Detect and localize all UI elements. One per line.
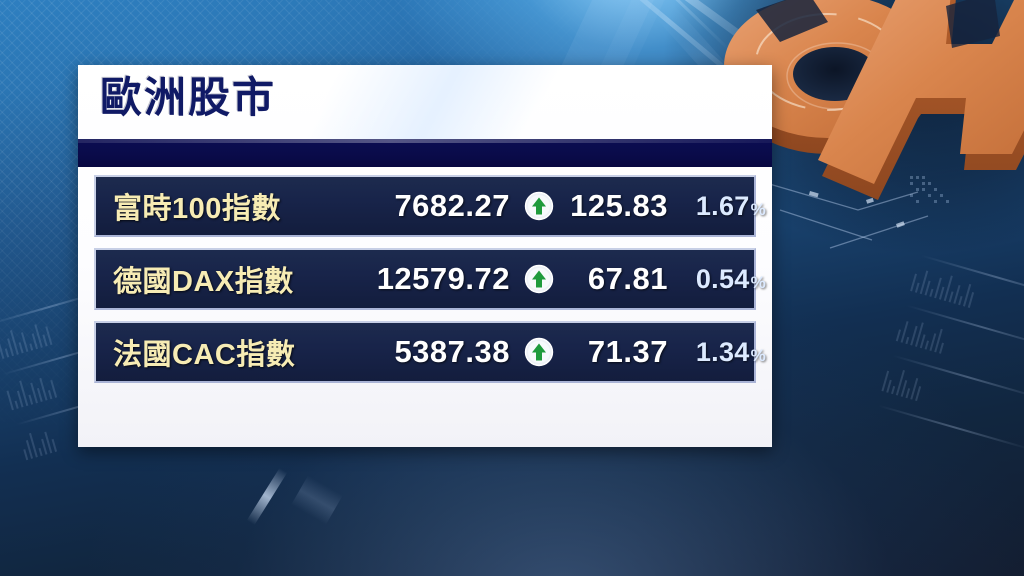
percent-symbol: % bbox=[750, 345, 766, 365]
index-percent-value: 1.67 bbox=[695, 190, 750, 221]
index-percent-value: 0.54 bbox=[695, 263, 750, 294]
light-streak-3 bbox=[620, 0, 730, 51]
index-percent: 0.54% bbox=[678, 264, 766, 295]
table-row[interactable]: 富時100指數 7682.27 125.83 1.67% bbox=[94, 175, 766, 237]
index-value: 7682.27 bbox=[394, 188, 510, 223]
page-title: 歐洲股市 bbox=[100, 74, 277, 121]
light-bar-bottom-2 bbox=[291, 475, 343, 525]
table-row[interactable]: 德國DAX指數 12579.72 67.81 0.54% bbox=[94, 248, 766, 310]
index-name: 德國DAX指數 bbox=[113, 266, 294, 298]
table-row[interactable]: 法國CAC指數 5387.38 71.37 1.34% bbox=[94, 321, 766, 383]
index-change: 67.81 bbox=[587, 261, 668, 296]
index-name: 法國CAC指數 bbox=[113, 339, 296, 371]
index-percent: 1.67% bbox=[678, 191, 766, 222]
index-name: 富時100指數 bbox=[113, 193, 281, 225]
data-strip-right bbox=[830, 254, 1024, 576]
index-change: 125.83 bbox=[570, 188, 668, 223]
light-bar-bottom-1 bbox=[246, 467, 288, 526]
percent-symbol: % bbox=[750, 199, 766, 219]
index-row-list: 富時100指數 7682.27 125.83 1.67% 德國DAX指數 125… bbox=[78, 167, 772, 383]
title-underbar-highlight bbox=[78, 139, 772, 143]
index-value: 12579.72 bbox=[376, 261, 510, 296]
index-percent-value: 1.34 bbox=[695, 336, 750, 367]
arrow-up-circle-icon bbox=[524, 191, 554, 221]
arrow-up-circle-icon bbox=[524, 337, 554, 367]
title-underbar bbox=[78, 139, 772, 167]
stock-board-panel: 歐洲股市 富時100指數 7682.27 125.83 1.67% bbox=[78, 65, 772, 447]
arrow-up-circle-icon bbox=[524, 264, 554, 294]
index-change: 71.37 bbox=[587, 334, 668, 369]
index-percent: 1.34% bbox=[678, 337, 766, 368]
percent-symbol: % bbox=[750, 272, 766, 292]
index-value: 5387.38 bbox=[394, 334, 510, 369]
light-streak-1 bbox=[567, 0, 783, 68]
